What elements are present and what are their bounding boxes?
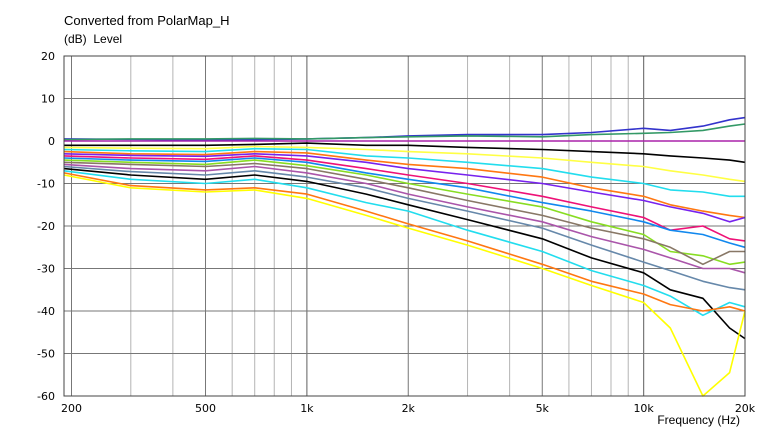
x-tick-label: 500 — [195, 402, 216, 415]
series-line-8 — [63, 153, 746, 223]
x-tick-label: 200 — [61, 402, 82, 415]
x-tick-label: 10k — [633, 402, 654, 415]
y-tick-labels: 20 10 0 -10 -20 -30 -40 -50 -60 — [37, 50, 55, 403]
y-tick-label: -10 — [37, 178, 55, 191]
series-line-17 — [63, 172, 746, 312]
x-tick-labels: 200 500 1k 2k 5k 10k 20k — [61, 402, 756, 415]
series-line-11 — [63, 159, 746, 266]
series-line-10 — [63, 157, 746, 249]
y-tick-label: -40 — [37, 305, 55, 318]
series-line-2 — [63, 123, 746, 141]
chart-title: Converted from PolarMap_H — [64, 13, 230, 28]
series-line-6 — [63, 147, 745, 198]
series-line-7 — [63, 150, 746, 219]
series-line-12 — [63, 161, 745, 266]
series-line-4 — [64, 142, 746, 164]
x-tick-label: 5k — [536, 402, 550, 415]
y-axis-unit: (dB) — [64, 32, 87, 46]
x-tick-label: 2k — [402, 402, 416, 415]
series-line-5 — [63, 145, 746, 183]
x-tick-label: 1k — [300, 402, 314, 415]
x-axis-label: Frequency (Hz) — [657, 413, 740, 427]
series-line-9 — [63, 155, 746, 242]
series-line-18 — [63, 174, 746, 397]
y-tick-label: 0 — [48, 135, 55, 148]
y-tick-label: 20 — [41, 50, 55, 63]
series-line-13 — [63, 163, 746, 274]
y-tick-label: -30 — [37, 263, 55, 276]
y-tick-label: -20 — [37, 220, 55, 233]
grid — [64, 55, 746, 397]
y-tick-label: 10 — [41, 93, 55, 106]
series-line-15 — [63, 167, 746, 340]
y-tick-label: -60 — [37, 390, 55, 403]
series-line-1 — [63, 116, 746, 141]
plot-frame — [63, 55, 746, 397]
series-line-14 — [63, 165, 746, 291]
x-tick-label: 20k — [735, 402, 756, 415]
y-axis-label: (dB) Level — [64, 32, 122, 46]
y-tick-label: -50 — [37, 348, 55, 361]
series-group — [63, 116, 746, 397]
y-axis-title: Level — [93, 32, 123, 46]
